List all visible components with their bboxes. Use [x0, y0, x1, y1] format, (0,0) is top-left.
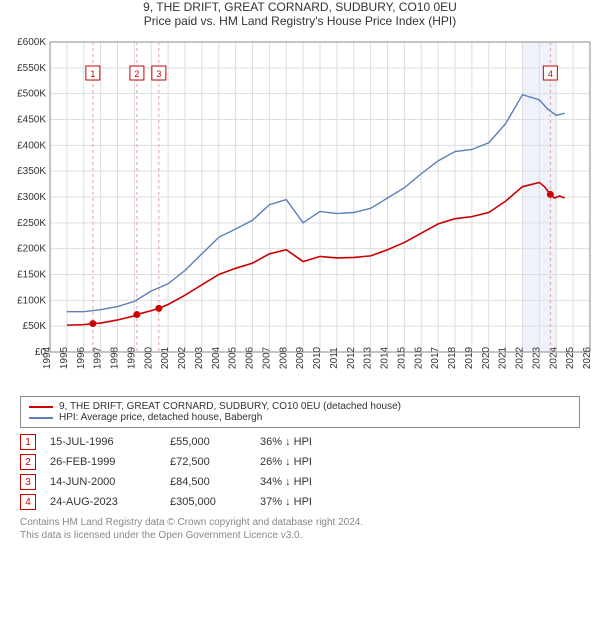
- legend-swatch: [29, 406, 53, 408]
- svg-text:2009: 2009: [295, 346, 306, 369]
- sale-marker: 3: [20, 474, 36, 490]
- svg-text:2021: 2021: [498, 346, 509, 369]
- svg-text:£400K: £400K: [17, 140, 46, 151]
- chart-title: 9, THE DRIFT, GREAT CORNARD, SUDBURY, CO…: [0, 0, 600, 14]
- svg-text:2026: 2026: [582, 346, 593, 369]
- sale-marker: 4: [20, 494, 36, 510]
- svg-text:1996: 1996: [76, 346, 87, 369]
- svg-text:2011: 2011: [329, 347, 340, 369]
- svg-text:3: 3: [156, 69, 161, 79]
- svg-text:2020: 2020: [481, 346, 492, 369]
- legend-label: HPI: Average price, detached house, Babe…: [59, 412, 262, 423]
- svg-text:2022: 2022: [515, 346, 526, 369]
- svg-text:2012: 2012: [346, 346, 357, 369]
- svg-text:2003: 2003: [194, 346, 205, 369]
- svg-text:2001: 2001: [160, 346, 171, 369]
- sale-diff: 37% ↓ HPI: [260, 496, 360, 508]
- svg-text:2000: 2000: [143, 346, 154, 369]
- sale-marker: 2: [20, 454, 36, 470]
- legend: 9, THE DRIFT, GREAT CORNARD, SUDBURY, CO…: [20, 396, 580, 428]
- legend-swatch: [29, 417, 53, 419]
- svg-text:£100K: £100K: [17, 295, 46, 306]
- sale-diff: 34% ↓ HPI: [260, 476, 360, 488]
- legend-label: 9, THE DRIFT, GREAT CORNARD, SUDBURY, CO…: [59, 401, 401, 412]
- svg-text:2010: 2010: [312, 346, 323, 369]
- legend-item: HPI: Average price, detached house, Babe…: [29, 412, 571, 423]
- svg-text:£350K: £350K: [17, 166, 46, 177]
- sales-row: 2 26-FEB-1999£72,50026% ↓ HPI: [20, 454, 580, 470]
- svg-text:2004: 2004: [211, 346, 222, 369]
- svg-text:1999: 1999: [126, 346, 137, 369]
- sale-date: 26-FEB-1999: [50, 456, 170, 468]
- svg-text:2: 2: [134, 69, 139, 79]
- chart-subtitle: Price paid vs. HM Land Registry's House …: [0, 14, 600, 28]
- svg-text:£300K: £300K: [17, 192, 46, 203]
- sale-price: £305,000: [170, 496, 260, 508]
- svg-text:2025: 2025: [565, 346, 576, 369]
- sales-row: 4 24-AUG-2023£305,00037% ↓ HPI: [20, 494, 580, 510]
- footer-line: Contains HM Land Registry data © Crown c…: [20, 516, 580, 529]
- svg-text:4: 4: [548, 69, 553, 79]
- svg-text:2023: 2023: [531, 346, 542, 369]
- svg-text:£600K: £600K: [17, 37, 46, 48]
- sales-row: 1 15-JUL-1996£55,00036% ↓ HPI: [20, 434, 580, 450]
- sales-row: 3 14-JUN-2000£84,50034% ↓ HPI: [20, 474, 580, 490]
- svg-text:1998: 1998: [110, 346, 121, 369]
- sale-date: 14-JUN-2000: [50, 476, 170, 488]
- footer-line: This data is licensed under the Open Gov…: [20, 529, 580, 542]
- svg-text:2014: 2014: [380, 346, 391, 369]
- sale-price: £55,000: [170, 436, 260, 448]
- sale-price: £84,500: [170, 476, 260, 488]
- svg-text:1: 1: [90, 69, 95, 79]
- sale-marker: 1: [20, 434, 36, 450]
- svg-text:£500K: £500K: [17, 89, 46, 100]
- svg-text:2018: 2018: [447, 346, 458, 369]
- svg-text:2016: 2016: [413, 346, 424, 369]
- svg-text:2005: 2005: [228, 346, 239, 369]
- svg-text:2006: 2006: [245, 346, 256, 369]
- sale-date: 24-AUG-2023: [50, 496, 170, 508]
- svg-text:2019: 2019: [464, 346, 475, 369]
- svg-text:£550K: £550K: [17, 63, 46, 74]
- sale-diff: 26% ↓ HPI: [260, 456, 360, 468]
- svg-text:2013: 2013: [363, 346, 374, 369]
- svg-text:£200K: £200K: [17, 244, 46, 255]
- svg-text:2008: 2008: [278, 346, 289, 369]
- svg-text:1995: 1995: [59, 346, 70, 369]
- price-chart: £0£50K£100K£150K£200K£250K£300K£350K£400…: [0, 32, 600, 392]
- footer-attribution: Contains HM Land Registry data © Crown c…: [20, 516, 580, 542]
- svg-text:2002: 2002: [177, 346, 188, 369]
- svg-text:2007: 2007: [261, 346, 272, 369]
- svg-text:£150K: £150K: [17, 270, 46, 281]
- svg-text:2017: 2017: [430, 346, 441, 369]
- sale-date: 15-JUL-1996: [50, 436, 170, 448]
- sales-table: 1 15-JUL-1996£55,00036% ↓ HPI 2 26-FEB-1999…: [20, 434, 580, 510]
- svg-text:1994: 1994: [42, 346, 53, 369]
- svg-text:2015: 2015: [396, 346, 407, 369]
- sale-price: £72,500: [170, 456, 260, 468]
- svg-text:1997: 1997: [93, 346, 104, 369]
- legend-item: 9, THE DRIFT, GREAT CORNARD, SUDBURY, CO…: [29, 401, 571, 412]
- svg-text:£250K: £250K: [17, 218, 46, 229]
- svg-text:£450K: £450K: [17, 115, 46, 126]
- svg-text:£50K: £50K: [23, 321, 47, 332]
- sale-diff: 36% ↓ HPI: [260, 436, 360, 448]
